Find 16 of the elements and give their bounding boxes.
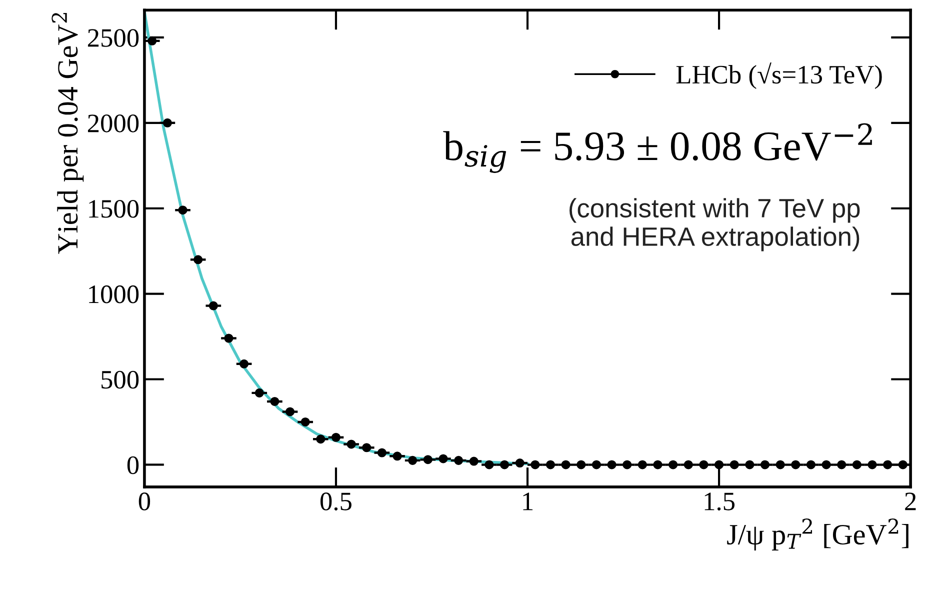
x-tick-label: 0 (138, 492, 150, 510)
y-tick-label: 0 (127, 456, 139, 474)
x-tick-label: 2 (905, 492, 916, 510)
y-tick-label: 1500 (89, 200, 139, 218)
y-tick-label: 500 (102, 370, 139, 389)
legend-label: LHCb (√s=13 TeV) (676, 62, 882, 89)
y-tick-label: 2000 (88, 114, 139, 132)
annotation: b$_{sig}$ = 5.93 ± 0.08 GeV$^{−2}$ (443, 123, 872, 173)
annotation: (consistent with 7 TeV pp and HERA extrapolation) (570, 198, 860, 252)
y-axis-title: Yield per 0.04 GeV$^{2}$ (52, 12, 84, 254)
x-axis-title: J/ψ p$_{T}$$^{2}$ [GeV$^{2}$] (727, 518, 908, 550)
x-tick-label: 0.5 (320, 492, 352, 510)
y-tick-label: 2500 (88, 29, 139, 47)
x-tick-label: 1.5 (704, 492, 734, 510)
x-tick-label: 1 (523, 492, 533, 510)
y-tick-label: 1000 (89, 285, 139, 304)
